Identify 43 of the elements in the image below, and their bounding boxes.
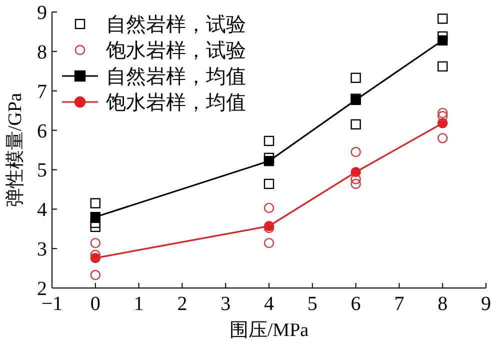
y-tick-label: 9 [37,2,47,24]
legend-label: 饱水岩样，均值 [105,92,246,114]
point [264,136,274,146]
point [264,152,274,163]
x-tick-label: 9 [481,293,491,315]
legend-label: 自然岩样，均值 [106,66,246,88]
x-axis-title: 围压/MPa [229,320,310,341]
x-tick-label: 2 [177,293,188,315]
y-tick-label: 5 [37,160,47,182]
legend-label: 饱水岩样，试验 [105,40,246,62]
point [350,119,361,130]
point [264,238,274,248]
x-tick-label: 1 [134,293,144,315]
point [438,133,448,144]
y-tick-label: 4 [37,199,47,222]
point [90,250,100,260]
point [438,31,448,42]
point [90,238,100,248]
x-tick-label: 4 [264,293,274,315]
y-axis-title: 弹性模量/GPa [5,92,26,207]
point [90,270,100,280]
point [90,198,100,208]
point [264,202,274,214]
point [438,110,448,122]
point [438,14,448,24]
point [350,72,361,83]
y-tick-label: 3 [37,238,47,261]
y-tick-label: 6 [37,120,47,142]
x-tick-label: 7 [394,293,404,315]
x-tick-label: 8 [438,293,448,315]
x-tick-label: 3 [220,293,231,315]
point [350,178,361,190]
point [264,178,274,190]
y-tick-label: 8 [37,41,47,64]
x-tick-label: 6 [350,293,361,315]
x-tick-label: 0 [90,293,100,315]
legend-label: 自然岩样，试验 [106,14,246,36]
point [438,61,448,72]
x-tick-label: 5 [307,293,318,315]
point [350,146,361,158]
point [438,108,448,118]
y-tick-label: 7 [37,80,47,103]
point [350,174,361,184]
